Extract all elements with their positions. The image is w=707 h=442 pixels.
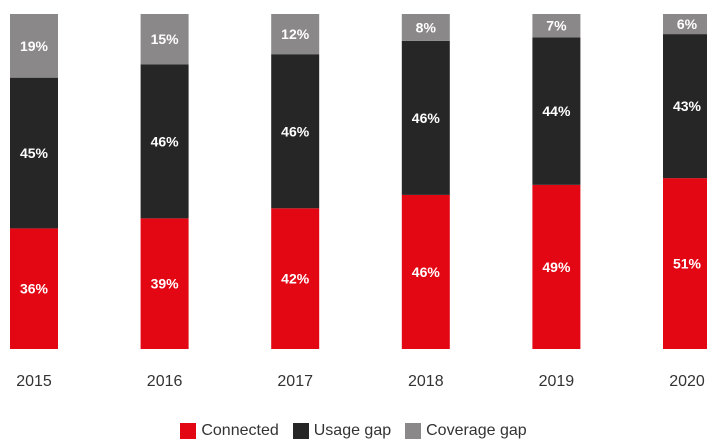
data-label-coverage-gap-2016: 15% [151,31,180,47]
bar-segment-connected-2020 [663,178,707,349]
bar-segment-connected-2018 [401,194,450,349]
data-label-connected-2015: 36% [20,281,49,297]
bar-segment-connected-2015 [10,228,58,349]
bar-segment-coverage-gap-2019 [532,14,581,38]
legend: Connected Usage gap Coverage gap [0,420,707,442]
legend-label-usage-gap: Usage gap [313,422,392,439]
bar-segment-coverage-gap-2020 [663,14,707,35]
legend-label-coverage-gap: Coverage gap [426,422,527,439]
bar-segment-usage-gap-2016 [140,64,189,219]
data-label-connected-2018: 46% [412,264,441,280]
bar-segment-coverage-gap-2018 [401,14,450,41]
legend-item-usage-gap: Usage gap [292,422,392,440]
bar-segment-connected-2016 [140,218,189,349]
data-label-usage-gap-2016: 46% [151,133,180,149]
data-label-coverage-gap-2017: 12% [281,26,310,42]
legend-swatch-coverage-gap [405,423,422,439]
x-tick-label-2020: 2020 [669,373,705,390]
data-label-usage-gap-2019: 44% [542,103,571,119]
data-label-coverage-gap-2019: 7% [546,18,567,34]
bar-segment-coverage-gap-2016 [140,14,189,65]
data-label-coverage-gap-2020: 6% [677,16,698,32]
bar-segment-usage-gap-2017 [271,54,320,209]
x-tick-label-2015: 2015 [16,373,52,390]
legend-label-connected: Connected [201,422,279,439]
legend-swatch-usage-gap [292,423,309,439]
data-label-connected-2017: 42% [281,271,310,287]
data-label-usage-gap-2015: 45% [20,145,49,161]
x-tick-label-2017: 2017 [277,373,313,390]
bar-segment-connected-2019 [532,184,581,349]
x-tick-label-2018: 2018 [408,373,444,390]
x-tick-label-2019: 2019 [539,373,575,390]
data-label-connected-2020: 51% [673,256,702,272]
bar-segment-usage-gap-2015 [10,77,58,229]
x-tick-label-2016: 2016 [147,373,183,390]
bar-segment-usage-gap-2020 [663,34,707,179]
bar-segment-connected-2017 [271,208,320,349]
legend-item-coverage-gap: Coverage gap [405,422,527,440]
bar-segment-coverage-gap-2017 [271,14,320,55]
data-label-connected-2016: 39% [151,276,180,292]
legend-item-connected: Connected [180,422,279,440]
bar-segment-usage-gap-2018 [401,40,450,195]
data-label-usage-gap-2017: 46% [281,123,310,139]
data-label-usage-gap-2020: 43% [673,98,702,114]
legend-swatch-connected [180,423,197,439]
bar-segment-usage-gap-2019 [532,37,581,185]
bar-segment-coverage-gap-2015 [10,14,58,78]
data-label-connected-2019: 49% [542,259,571,275]
data-label-coverage-gap-2018: 8% [416,19,437,35]
data-label-usage-gap-2018: 46% [412,110,441,126]
data-label-coverage-gap-2015: 19% [20,38,49,54]
